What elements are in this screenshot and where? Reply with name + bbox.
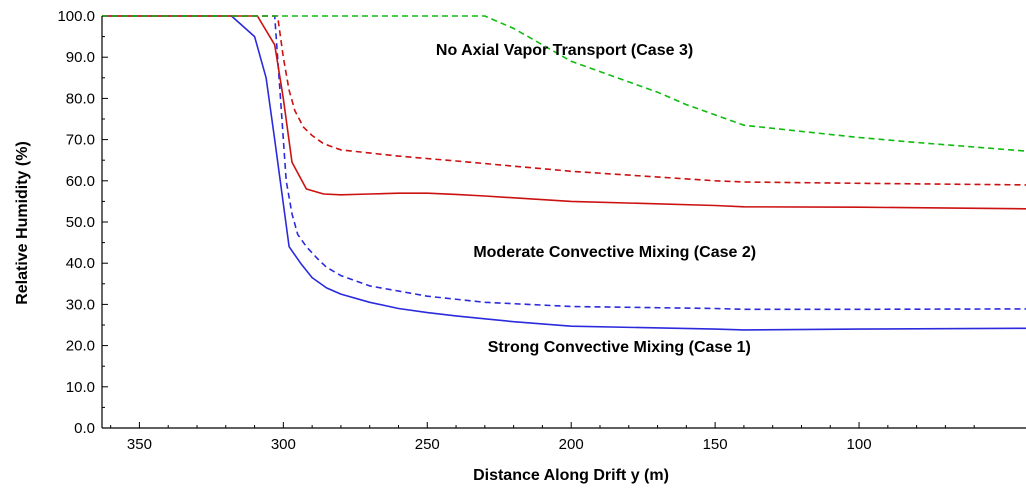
series-line-5 bbox=[102, 15, 1026, 152]
y-tick-label: 30.0 bbox=[66, 296, 95, 313]
y-tick-label: 90.0 bbox=[66, 49, 95, 66]
x-axis-title: Distance Along Drift y (m) bbox=[473, 467, 669, 484]
y-tick-label: 50.0 bbox=[66, 214, 95, 231]
y-tick-labels: 0.0 10.0 20.0 30.0 40.0 50.0 60.0 70.0 80.0 90.0 1… bbox=[57, 8, 95, 437]
x-tick-label: 200 bbox=[559, 436, 584, 453]
series-lines bbox=[102, 15, 1026, 331]
annotation-label-1: No Axial Vapor Transport (Case 3) bbox=[436, 42, 693, 59]
y-tick-label: 0.0 bbox=[74, 420, 95, 437]
y-tick-label: 40.0 bbox=[66, 255, 95, 272]
x-tick-label: 300 bbox=[271, 436, 296, 453]
y-axis-title: Relative Humidity (%) bbox=[14, 141, 31, 305]
series-line-3 bbox=[102, 15, 1026, 210]
x-tick-label: 250 bbox=[415, 436, 440, 453]
x-tick-label: 350 bbox=[127, 436, 152, 453]
x-tick-labels: 350 300 250 200 150 100 bbox=[127, 436, 872, 453]
x-tick-label: 100 bbox=[847, 436, 872, 453]
y-tick-label: 80.0 bbox=[66, 90, 95, 107]
tick-marks bbox=[102, 15, 975, 429]
annotations: No Axial Vapor Transport (Case 3) Moderat… bbox=[436, 42, 756, 356]
series-line-4 bbox=[102, 15, 1026, 186]
y-tick-label: 70.0 bbox=[66, 132, 95, 149]
y-tick-label: 60.0 bbox=[66, 173, 95, 190]
series-line-2 bbox=[102, 15, 1026, 311]
y-tick-label: 100.0 bbox=[57, 8, 95, 25]
y-tick-label: 20.0 bbox=[66, 338, 95, 355]
y-tick-label: 10.0 bbox=[66, 379, 95, 396]
annotation-label-2: Moderate Convective Mixing (Case 2) bbox=[473, 244, 756, 261]
x-tick-label: 150 bbox=[703, 436, 728, 453]
series-line-1 bbox=[102, 15, 1026, 331]
annotation-label-3: Strong Convective Mixing (Case 1) bbox=[488, 339, 751, 356]
axes bbox=[101, 16, 1026, 429]
